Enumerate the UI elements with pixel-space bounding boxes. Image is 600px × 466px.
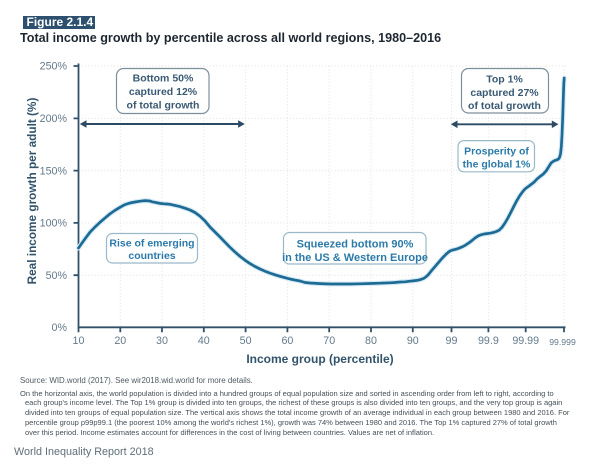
svg-text:captured 12%: captured 12% xyxy=(129,86,198,98)
svg-text:60: 60 xyxy=(281,335,293,347)
svg-text:250%: 250% xyxy=(40,61,68,73)
svg-text:80: 80 xyxy=(365,335,377,347)
svg-text:Bottom 50%: Bottom 50% xyxy=(133,73,194,85)
svg-text:Income group (percentile): Income group (percentile) xyxy=(246,352,393,366)
svg-text:40: 40 xyxy=(198,335,210,347)
svg-text:99.9: 99.9 xyxy=(478,335,499,347)
svg-text:30: 30 xyxy=(156,335,168,347)
svg-text:of total growth: of total growth xyxy=(468,100,541,112)
svg-text:70: 70 xyxy=(323,335,335,347)
svg-text:99: 99 xyxy=(446,335,458,347)
svg-text:Rise of emerging: Rise of emerging xyxy=(109,238,194,250)
svg-text:0%: 0% xyxy=(52,322,68,334)
svg-text:in the US & Western Europe: in the US & Western Europe xyxy=(282,252,428,264)
svg-text:Prosperity of: Prosperity of xyxy=(464,145,529,157)
svg-text:200%: 200% xyxy=(40,113,68,125)
svg-text:the global 1%: the global 1% xyxy=(463,158,531,170)
svg-text:50: 50 xyxy=(240,335,252,347)
svg-text:captured 27%: captured 27% xyxy=(470,87,539,99)
svg-text:Squeezed bottom 90%: Squeezed bottom 90% xyxy=(297,239,414,251)
svg-text:100%: 100% xyxy=(40,218,68,230)
svg-text:90: 90 xyxy=(407,335,419,347)
svg-text:10: 10 xyxy=(73,335,85,347)
svg-text:countries: countries xyxy=(128,250,175,262)
svg-text:Top 1%: Top 1% xyxy=(486,74,523,86)
svg-text:99.999: 99.999 xyxy=(549,337,576,347)
svg-text:20: 20 xyxy=(114,335,126,347)
svg-text:Real income growth per adult (: Real income growth per adult (%) xyxy=(25,98,39,285)
svg-text:150%: 150% xyxy=(40,165,68,177)
svg-text:of total growth: of total growth xyxy=(127,100,200,112)
svg-text:50%: 50% xyxy=(46,270,68,282)
svg-text:99.99: 99.99 xyxy=(512,335,539,347)
